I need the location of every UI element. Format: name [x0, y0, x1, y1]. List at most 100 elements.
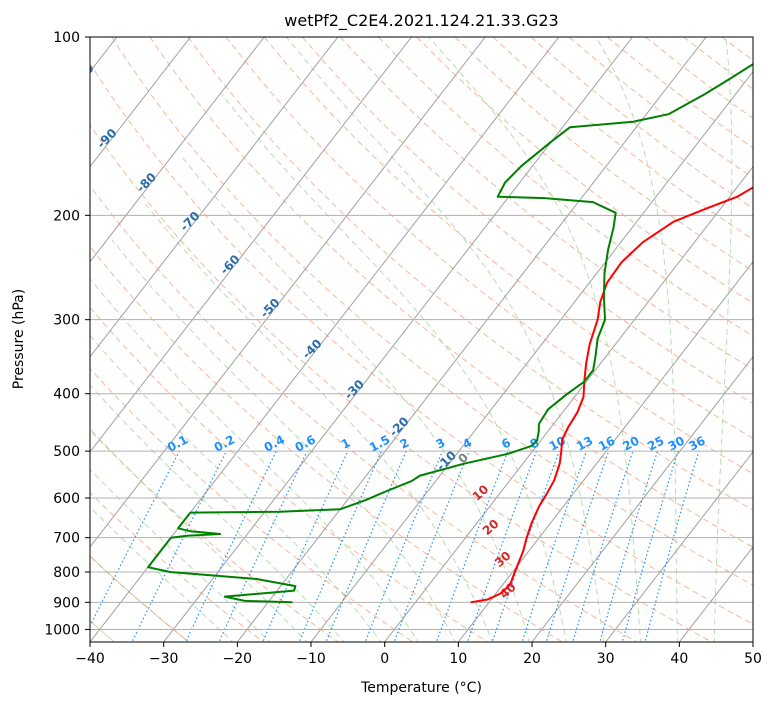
mixing-ratio-label: 3: [434, 435, 448, 451]
mixing-ratio-label: 6: [499, 435, 513, 451]
x-axis-label: Temperature (°C): [360, 680, 482, 696]
dry-adiabat: [111, 37, 753, 586]
dry-adiabat: [340, 37, 753, 371]
x-tick-label: −30: [149, 651, 179, 667]
moist-adiabat: [90, 506, 234, 642]
y-tick-label: 500: [53, 444, 80, 460]
dewpoint-profile: [147, 62, 753, 604]
dry-adiabat: [90, 306, 489, 642]
moist-adiabat: [90, 468, 271, 642]
dry-adiabat: [187, 37, 753, 511]
isotherm: [384, 165, 753, 642]
mixing-ratio-line: [325, 450, 407, 642]
background-lines: [90, 37, 753, 642]
moist-adiabat: [428, 37, 641, 642]
mixing-ratio-line: [599, 450, 659, 642]
moist-adiabat-label: 40: [497, 580, 519, 602]
mixing-ratio-label: 1: [339, 435, 353, 451]
dry-adiabat: [90, 367, 414, 642]
moist-adiabat: [286, 37, 605, 642]
plot-frame: [89, 36, 754, 643]
plot-area: 0.1 0.2 0.4 0.6 1 1.5 2 3 4 6 8 10 13 16 20 25 30 36-100-…: [90, 37, 753, 642]
moist-adiabat: [713, 37, 733, 642]
mixing-ratio-label: 20: [620, 433, 641, 453]
y-tick-label: 800: [53, 565, 80, 581]
x-tick-label: 40: [670, 651, 688, 667]
dry-adiabat: [90, 555, 190, 642]
moist-adiabat: [90, 334, 382, 642]
mixing-ratio-line: [466, 450, 538, 642]
mixing-ratio-line: [491, 450, 560, 642]
isotherm: [678, 546, 753, 642]
mixing-ratio-line: [545, 450, 610, 642]
isotherm: [752, 641, 753, 642]
moist-adiabat-label: 30: [492, 548, 514, 570]
isotherm: [90, 37, 486, 548]
isotherm: [163, 37, 633, 642]
moist-adiabat: [221, 94, 568, 642]
dry-adiabat: [645, 37, 753, 119]
dry-adiabat: [606, 37, 753, 149]
y-axis-ticks: 100 200 300 400 500 600 700 800 900 1000: [44, 30, 90, 638]
y-tick-label: 100: [53, 30, 80, 46]
dry-adiabat: [683, 37, 753, 90]
dry-adiabat-label: -50: [257, 296, 282, 321]
mixing-ratio-line: [185, 450, 277, 642]
mixing-ratio-line: [521, 450, 588, 642]
y-tick-label: 200: [53, 208, 80, 224]
y-tick-label: 600: [53, 491, 80, 507]
y-tick-label: 700: [53, 531, 80, 547]
x-tick-label: −20: [223, 651, 253, 667]
dry-adiabat: [378, 37, 753, 337]
y-axis-label: Pressure (hPa): [11, 289, 27, 389]
x-tick-label: 30: [597, 651, 615, 667]
mixing-ratio-label: 30: [666, 433, 687, 453]
dry-adiabat: [149, 37, 753, 548]
moist-adiabat-label: 10: [470, 482, 492, 504]
moist-adiabat: [111, 239, 456, 642]
mixing-ratio-label: 25: [645, 433, 666, 453]
mixing-ratio-line: [262, 450, 349, 642]
x-tick-label: 20: [523, 651, 541, 667]
mixing-ratio-line: [572, 450, 634, 642]
mixing-ratio-line: [90, 450, 181, 628]
isotherm: [90, 37, 265, 263]
isotherm: [531, 356, 753, 642]
mixing-ratio-line: [393, 450, 470, 642]
isotherm: [605, 451, 753, 642]
y-tick-label: 400: [53, 387, 80, 403]
dry-adiabat: [90, 429, 340, 642]
mixing-ratio-label: 13: [574, 433, 595, 453]
x-tick-label: 10: [449, 651, 467, 667]
mixing-ratio-line: [218, 450, 308, 642]
y-tick-label: 900: [53, 595, 80, 611]
isotherm: [457, 260, 753, 642]
dry-adiabat: [90, 245, 564, 642]
y-tick-label: 1000: [44, 622, 80, 638]
line-labels: 0.1 0.2 0.4 0.6 1 1.5 2 3 4 6 8 10 13 16 20 25 30 36-100-…: [90, 61, 708, 602]
mixing-ratio-label: 16: [596, 433, 617, 453]
isotherm: [310, 70, 753, 642]
x-tick-label: 0: [380, 651, 389, 667]
mixing-ratio-line: [644, 450, 700, 642]
mixing-ratio-label: 4: [460, 435, 474, 451]
pressure-grid: [90, 37, 753, 630]
dry-adiabat-label: -40: [299, 336, 324, 361]
adiabat-curve: [90, 555, 190, 642]
x-axis-ticks: −40 −30 −20 −10 0 10 20 30 40 50: [75, 642, 762, 667]
dry-adiabat-label: -90: [94, 126, 119, 151]
y-tick-label: 300: [53, 313, 80, 329]
mixing-ratio-line: [131, 450, 227, 642]
dry-adiabat-label: -20: [386, 414, 411, 439]
mixing-ratio-line: [621, 450, 679, 642]
dry-adiabat-label: -60: [217, 252, 242, 277]
dry-adiabat: [416, 37, 753, 304]
isotherm: [90, 37, 191, 168]
dry-adiabat: [301, 37, 753, 405]
isotherm: [90, 37, 412, 453]
moist-adiabat: [595, 37, 678, 642]
x-tick-label: −40: [75, 651, 105, 667]
isotherm: [90, 37, 339, 358]
temperature-profile: [470, 186, 753, 604]
